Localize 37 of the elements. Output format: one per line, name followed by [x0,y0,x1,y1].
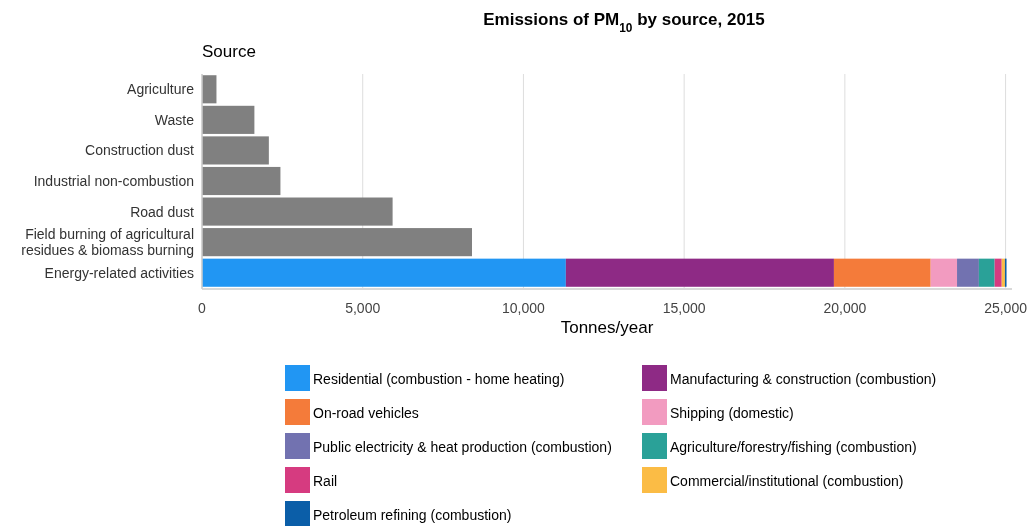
y-tick-label: Construction dust [85,142,195,159]
y-tick-label: Road dust [130,203,195,220]
bar [833,258,931,287]
y-tick-label: Energy-related activities [44,264,194,281]
x-tick-label: 10,000 [502,300,546,316]
legend-label: Shipping (domestic) [670,405,794,421]
bar [202,166,281,196]
x-tick-label: 5,000 [345,300,381,316]
bar [202,228,472,257]
legend-label: Petroleum refining (combustion) [313,507,512,523]
legend-label: Rail [313,473,338,489]
bar [202,197,393,226]
legend-label: Manufacturing & construction (combustion) [670,371,937,387]
legend-label: Residential (combustion - home heating) [313,371,565,387]
bar [978,258,995,287]
bar [202,258,566,287]
y-tick-label: Field burning of agricultural residues & biomass burning [21,226,194,259]
bar [565,258,834,287]
bar [994,258,1002,287]
y-tick-label: Waste [154,111,195,128]
x-tick-label: 15,000 [662,300,706,316]
bar [930,258,958,287]
y-axis-title: Source [202,42,256,61]
x-tick-label: 25,000 [984,300,1028,316]
bar [202,136,269,165]
x-axis-title: Tonnes/year [560,318,654,337]
bar [957,258,979,287]
x-tick-label: 0 [198,300,207,316]
x-tick-label: 20,000 [823,300,867,316]
legend-label: Commercial/institutional (combustion) [670,473,904,489]
legend-label: Public electricity & heat production (combustion) [313,439,612,455]
bar [202,105,255,134]
legend-label: On-road vehicles [313,405,419,421]
y-tick-label: Industrial non-combustion [33,173,194,189]
chart-title: Emissions of PM$_{10}$ by source, 2015 [483,10,765,35]
y-tick-label: Agriculture [127,81,195,98]
legend-label: Agriculture/forestry/fishing (combustion) [670,439,917,455]
